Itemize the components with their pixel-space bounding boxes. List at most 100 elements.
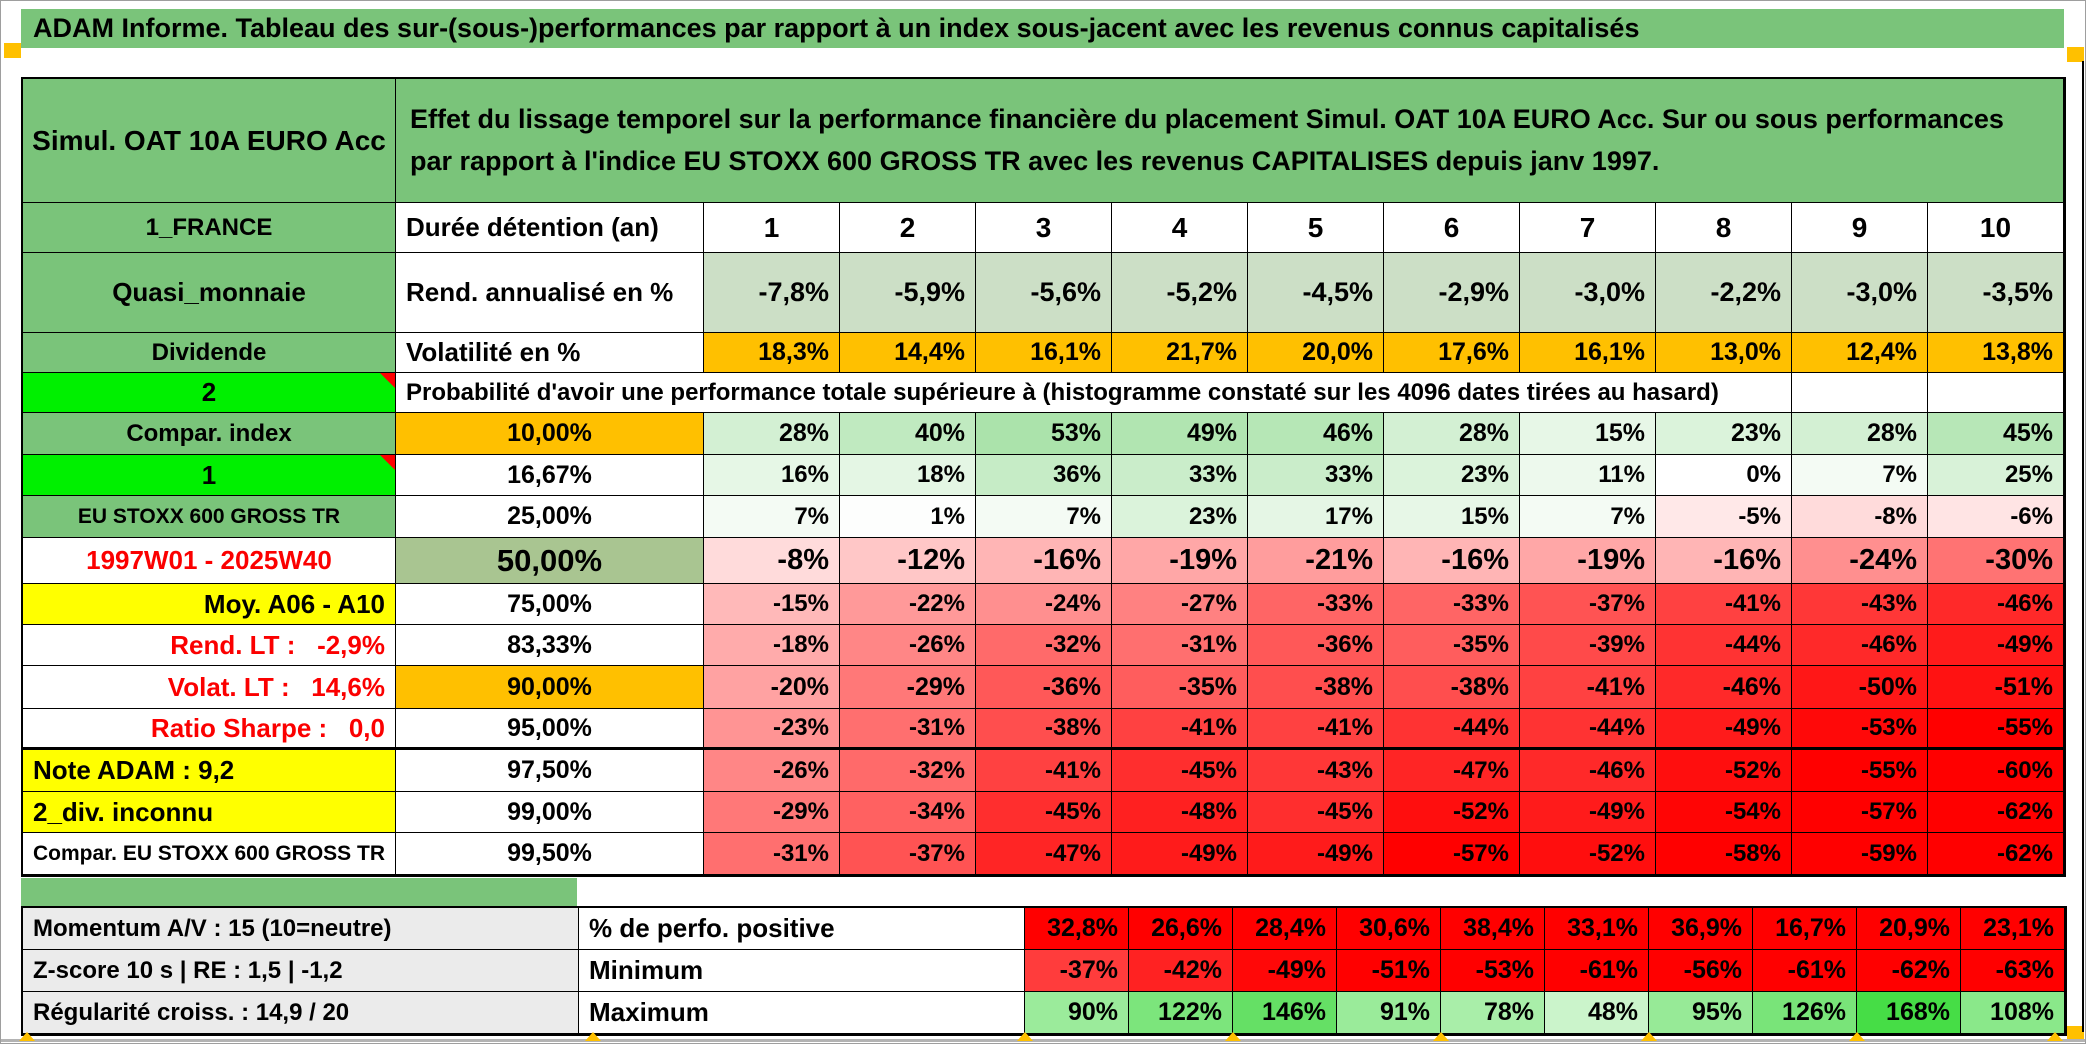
data-cell[interactable]: -55%	[1792, 750, 1928, 792]
data-cell[interactable]: -5,2%	[1112, 253, 1248, 333]
data-cell[interactable]: -41%	[976, 750, 1112, 792]
data-cell[interactable]: -26%	[840, 625, 976, 666]
data-cell[interactable]: 5	[1248, 203, 1384, 253]
data-cell[interactable]: 8	[1656, 203, 1792, 253]
data-cell[interactable]: -18%	[704, 625, 840, 666]
row-label-cell[interactable]: Rend. LT : -2,9%	[23, 625, 396, 666]
data-cell[interactable]: -61%	[1545, 950, 1649, 992]
data-cell[interactable]: 23,1%	[1961, 908, 2065, 950]
data-cell[interactable]: 7	[1520, 203, 1656, 253]
data-cell[interactable]: 23%	[1384, 455, 1520, 496]
data-cell[interactable]: 108%	[1961, 992, 2065, 1034]
data-cell[interactable]: 36,9%	[1649, 908, 1753, 950]
data-cell[interactable]: -8%	[704, 538, 840, 584]
data-cell[interactable]: -12%	[840, 538, 976, 584]
data-cell[interactable]: -52%	[1520, 833, 1656, 875]
empty-cell[interactable]	[1792, 373, 1928, 413]
data-cell[interactable]: 20,0%	[1248, 333, 1384, 373]
data-cell[interactable]: -16%	[1384, 538, 1520, 584]
row-label-cell[interactable]: EU STOXX 600 GROSS TR	[23, 496, 396, 538]
data-cell[interactable]: 1%	[840, 496, 976, 538]
data-cell[interactable]: -61%	[1753, 950, 1857, 992]
product-name-cell[interactable]: Simul. OAT 10A EURO Acc	[23, 79, 396, 203]
data-cell[interactable]: -52%	[1656, 750, 1792, 792]
data-cell[interactable]: -43%	[1792, 584, 1928, 625]
data-cell[interactable]: 46%	[1248, 413, 1384, 455]
data-cell[interactable]: -15%	[704, 584, 840, 625]
row-header-cell[interactable]: Maximum	[579, 992, 1025, 1034]
data-cell[interactable]: -41%	[1112, 709, 1248, 750]
row-header-cell[interactable]: Rend. annualisé en %	[396, 253, 704, 333]
data-cell[interactable]: -51%	[1928, 666, 2064, 709]
data-cell[interactable]: -45%	[976, 792, 1112, 833]
data-cell[interactable]: 13,0%	[1656, 333, 1792, 373]
data-cell[interactable]: 16,1%	[976, 333, 1112, 373]
data-cell[interactable]: 28%	[1792, 413, 1928, 455]
data-cell[interactable]: 16,7%	[1753, 908, 1857, 950]
data-cell[interactable]: -55%	[1928, 709, 2064, 750]
data-cell[interactable]: -24%	[976, 584, 1112, 625]
data-cell[interactable]: -6%	[1928, 496, 2064, 538]
data-cell[interactable]: 18%	[840, 455, 976, 496]
data-cell[interactable]: -38%	[1248, 666, 1384, 709]
data-cell[interactable]: 23%	[1112, 496, 1248, 538]
data-cell[interactable]: 146%	[1233, 992, 1337, 1034]
data-cell[interactable]: -22%	[840, 584, 976, 625]
data-cell[interactable]: -30%	[1928, 538, 2064, 584]
data-cell[interactable]: 10	[1928, 203, 2064, 253]
data-cell[interactable]: 7%	[704, 496, 840, 538]
row-label-cell[interactable]: Dividende	[23, 333, 396, 373]
data-cell[interactable]: -62%	[1928, 792, 2064, 833]
data-cell[interactable]: 15%	[1520, 413, 1656, 455]
data-cell[interactable]: 11%	[1520, 455, 1656, 496]
data-cell[interactable]: -5,9%	[840, 253, 976, 333]
data-cell[interactable]: -62%	[1857, 950, 1961, 992]
data-cell[interactable]: -2,2%	[1656, 253, 1792, 333]
data-cell[interactable]: -54%	[1656, 792, 1792, 833]
row-header-cell[interactable]: Durée détention (an)	[396, 203, 704, 253]
data-cell[interactable]: -26%	[704, 750, 840, 792]
sheet-title-cell[interactable]: ADAM Informe. Tableau des sur-(sous-)per…	[21, 9, 2064, 48]
data-cell[interactable]: -34%	[840, 792, 976, 833]
data-cell[interactable]: -16%	[976, 538, 1112, 584]
data-cell[interactable]: 21,7%	[1112, 333, 1248, 373]
data-cell[interactable]: -3,5%	[1928, 253, 2064, 333]
data-cell[interactable]: 2	[840, 203, 976, 253]
row-header-cell[interactable]: 50,00%	[396, 538, 704, 584]
data-cell[interactable]: -20%	[704, 666, 840, 709]
row-label-cell[interactable]: 1_FRANCE	[23, 203, 396, 253]
data-cell[interactable]: -37%	[840, 833, 976, 875]
data-cell[interactable]: -36%	[1248, 625, 1384, 666]
data-cell[interactable]: 91%	[1337, 992, 1441, 1034]
row-header-cell[interactable]: 90,00%	[396, 666, 704, 709]
data-cell[interactable]: -7,8%	[704, 253, 840, 333]
data-cell[interactable]: -52%	[1384, 792, 1520, 833]
empty-cell[interactable]	[1928, 373, 2064, 413]
data-cell[interactable]: 17%	[1248, 496, 1384, 538]
data-cell[interactable]: 49%	[1112, 413, 1248, 455]
data-cell[interactable]: -46%	[1520, 750, 1656, 792]
row-label-cell[interactable]: Z-score 10 s | RE : 1,5 | -1,2	[23, 950, 579, 992]
row-label-cell[interactable]: 2_div. inconnu	[23, 792, 396, 833]
data-cell[interactable]: 48%	[1545, 992, 1649, 1034]
data-cell[interactable]: -31%	[840, 709, 976, 750]
data-cell[interactable]: 33,1%	[1545, 908, 1649, 950]
data-cell[interactable]: -31%	[1112, 625, 1248, 666]
row-header-cell[interactable]: 10,00%	[396, 413, 704, 455]
data-cell[interactable]: -3,0%	[1520, 253, 1656, 333]
data-cell[interactable]: -58%	[1656, 833, 1792, 875]
data-cell[interactable]: 7%	[1520, 496, 1656, 538]
data-cell[interactable]: -41%	[1520, 666, 1656, 709]
data-cell[interactable]: -29%	[840, 666, 976, 709]
data-cell[interactable]: -60%	[1928, 750, 2064, 792]
row-header-cell[interactable]: 83,33%	[396, 625, 704, 666]
data-cell[interactable]: -53%	[1792, 709, 1928, 750]
data-cell[interactable]: 17,6%	[1384, 333, 1520, 373]
data-cell[interactable]: -33%	[1248, 584, 1384, 625]
data-cell[interactable]: -57%	[1792, 792, 1928, 833]
data-cell[interactable]: -21%	[1248, 538, 1384, 584]
row-header-cell[interactable]: 25,00%	[396, 496, 704, 538]
row-header-cell[interactable]: % de perfo. positive	[579, 908, 1025, 950]
data-cell[interactable]: 28%	[1384, 413, 1520, 455]
data-cell[interactable]: -57%	[1384, 833, 1520, 875]
